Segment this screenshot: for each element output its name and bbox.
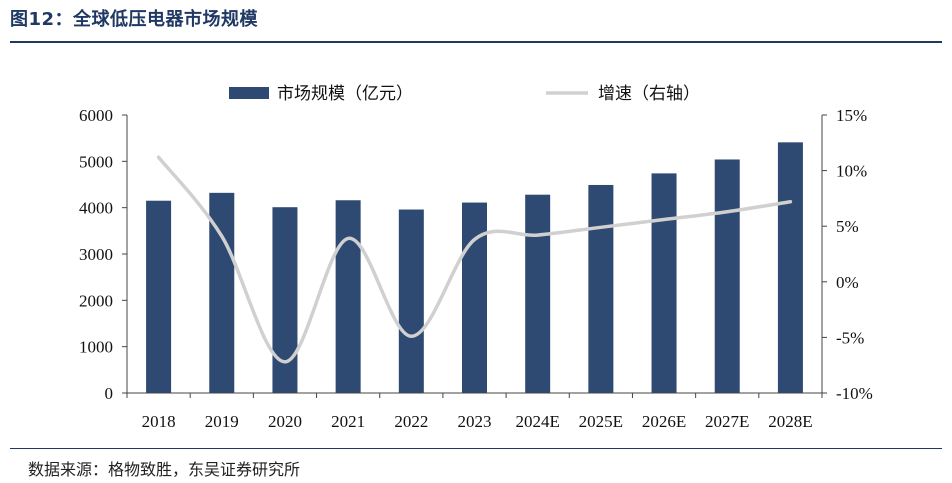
x-tick-label: 2025E [579,412,623,431]
right-tick-label: 5% [836,217,859,236]
x-tick-label: 2022 [394,412,428,431]
legend-bar-label: 市场规模（亿元） [277,84,413,104]
x-tick-label: 2019 [205,412,239,431]
axes: 0 1000 2000 3000 4000 5000 6000 -10% -5% 0% 5% 10% 1… [79,106,873,431]
bar-2021 [335,200,361,393]
right-tick-label: -5% [836,328,864,347]
bar-2018 [146,200,172,393]
bar-2020 [272,207,298,393]
legend: 市场规模（亿元） 增速（右轴） [229,84,700,104]
x-tick-label: 2026E [642,412,686,431]
right-tick-label: 15% [836,106,867,125]
bar-2023 [462,202,487,393]
left-tick-label: 1000 [79,338,113,357]
x-tick-label: 2023 [458,412,492,431]
x-tick-label: 2020 [268,412,302,431]
left-tick-label: 0 [105,384,114,403]
growth-line [156,155,793,364]
x-tick-label: 2018 [142,412,176,431]
bar-series [146,142,803,393]
source-note: 数据来源：格物致胜，东吴证券研究所 [28,460,301,479]
left-tick-label: 4000 [79,199,113,218]
left-tick-label: 6000 [79,106,113,125]
legend-bar-swatch [229,87,269,99]
right-tick-label: 10% [836,162,867,181]
bar-2026E [651,173,677,393]
figure-title: 图12：全球低压电器市场规模 [10,9,259,30]
title-rule [10,41,942,43]
right-tick-label: -10% [836,384,873,403]
bar-2027E [714,159,740,393]
bar-2022 [398,209,424,393]
left-tick-label: 3000 [79,245,113,264]
left-tick-label: 5000 [79,152,113,171]
x-tick-label: 2021 [331,412,365,431]
x-tick-label: 2024E [515,412,559,431]
bar-2024E [525,194,551,393]
legend-line-label: 增速（右轴） [598,84,700,104]
right-tick-label: 0% [836,273,859,292]
line-series [156,155,793,364]
left-tick-label: 2000 [79,291,113,310]
source-rule [10,448,942,449]
x-tick-label: 2027E [705,412,749,431]
x-tick-label: 2028E [768,412,812,431]
bar-2028E [777,142,803,393]
bar-2025E [588,184,614,393]
